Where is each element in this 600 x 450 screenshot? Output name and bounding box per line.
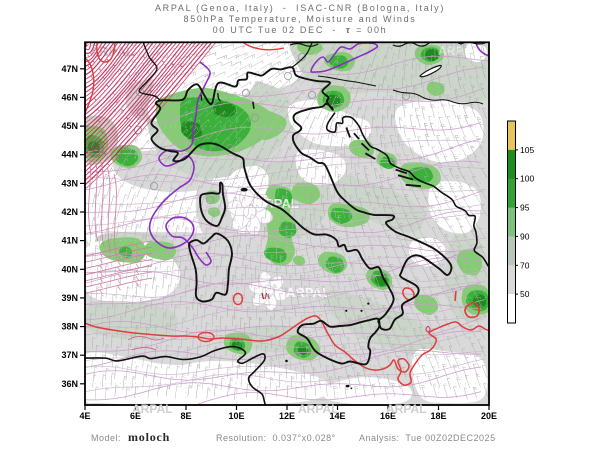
svg-text:43N: 43N [61,178,78,188]
svg-text:ARPAL: ARPAL [438,44,478,58]
svg-text:47N: 47N [61,64,78,74]
svg-text:4E: 4E [79,411,90,421]
svg-text:41N: 41N [61,236,78,246]
svg-text:850hPa Temperature, Moisture a: 850hPa Temperature, Moisture and Winds [183,14,416,24]
svg-text:105: 105 [520,145,534,155]
svg-text:12E: 12E [279,411,295,421]
svg-text:39N: 39N [61,293,78,303]
svg-text:90: 90 [520,231,530,241]
svg-text:36N: 36N [61,379,78,389]
svg-text:moloch: moloch [128,430,170,444]
svg-text:ARPAL: ARPAL [386,402,426,416]
svg-text:37N: 37N [61,350,78,360]
svg-text:95: 95 [520,203,530,213]
svg-text:00 UTC Tue 02 DEC - τ = 00h: 00 UTC Tue 02 DEC - τ = 00h [213,25,388,36]
svg-text:16E: 16E [380,411,396,421]
svg-text:ARPAL (Genoa, Italy) - ISAC-: ARPAL (Genoa, Italy) - ISAC-CNR (Bologna… [155,3,445,13]
svg-text:44N: 44N [61,150,78,160]
svg-text:14E: 14E [329,411,345,421]
svg-text:Model:: Model: [91,433,124,443]
svg-text:46N: 46N [61,92,78,102]
svg-text:38N: 38N [61,322,78,332]
svg-text:50: 50 [520,289,530,299]
svg-text:Analysis: Tue 00Z02DEC2025: Analysis: Tue 00Z02DEC2025 [359,433,496,443]
svg-text:42N: 42N [61,207,78,217]
svg-text:18E: 18E [430,411,446,421]
svg-text:ARPAL: ARPAL [298,402,338,416]
svg-text:Resolution: 0.037°x0.028°: Resolution: 0.037°x0.028° [216,433,336,443]
svg-text:40N: 40N [61,264,78,274]
svg-text:ARPAL: ARPAL [132,402,172,416]
svg-text:10E: 10E [228,411,244,421]
svg-text:45N: 45N [61,121,78,131]
svg-text:70: 70 [520,260,530,270]
svg-text:6E: 6E [130,411,141,421]
svg-text:8E: 8E [180,411,191,421]
svg-text:20E: 20E [481,411,497,421]
svg-text:100: 100 [520,174,534,184]
